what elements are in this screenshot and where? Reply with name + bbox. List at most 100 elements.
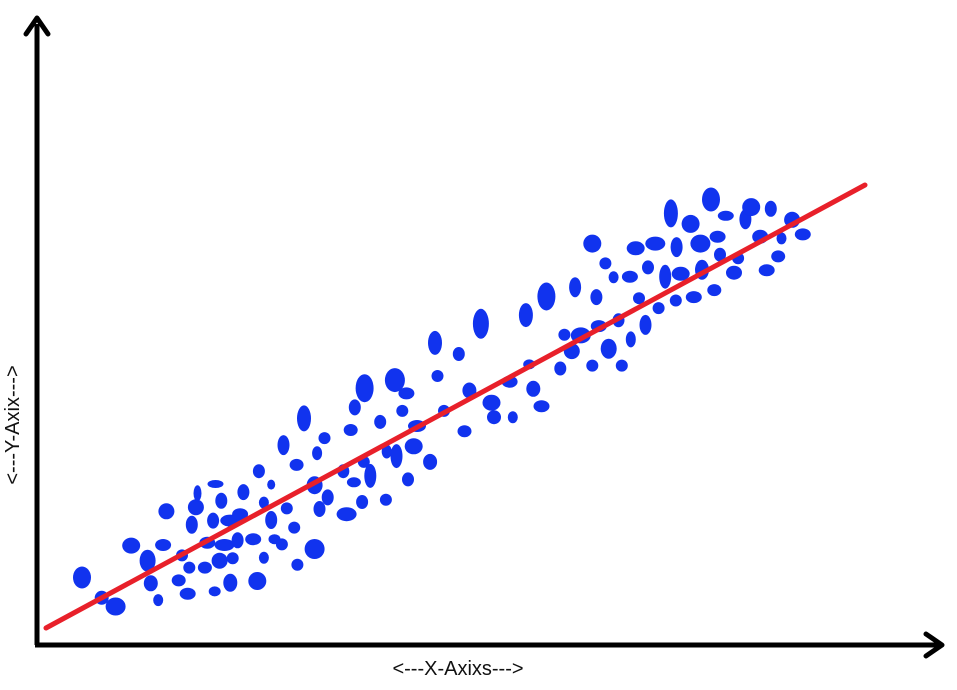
data-point <box>690 235 710 253</box>
data-point <box>718 211 734 221</box>
data-point <box>291 559 303 571</box>
data-point <box>601 339 617 359</box>
data-point <box>374 415 386 429</box>
data-point <box>653 302 665 314</box>
data-point <box>322 489 334 505</box>
data-point <box>356 374 374 402</box>
data-point <box>319 432 331 444</box>
data-point <box>356 495 368 509</box>
data-point <box>380 494 392 506</box>
data-point <box>519 303 533 327</box>
data-point <box>265 511 277 529</box>
data-point <box>305 539 325 559</box>
data-point <box>276 538 288 550</box>
data-point <box>659 265 671 289</box>
data-point <box>248 572 266 590</box>
data-point <box>349 399 361 415</box>
data-point <box>144 575 158 591</box>
data-point <box>232 532 244 548</box>
data-point <box>508 411 518 423</box>
data-point <box>626 331 636 347</box>
data-point <box>405 438 423 454</box>
data-point <box>212 553 228 569</box>
data-point <box>642 260 654 274</box>
data-point <box>590 289 602 305</box>
data-point <box>208 480 224 488</box>
data-point <box>281 502 293 514</box>
data-point <box>153 594 163 606</box>
x-axis-title: <---X-Axixs---> <box>392 658 523 680</box>
data-point <box>278 435 290 455</box>
data-point <box>554 362 566 376</box>
data-point <box>402 472 414 486</box>
y-axis-title: <---Y-Axix---> <box>2 365 24 484</box>
data-point <box>707 284 721 296</box>
data-point <box>609 271 619 283</box>
data-point <box>458 425 472 437</box>
data-point <box>645 237 665 251</box>
data-point <box>765 201 777 217</box>
data-point <box>155 539 171 551</box>
data-point <box>742 198 760 216</box>
data-point <box>726 266 742 280</box>
data-point <box>622 271 638 283</box>
data-point <box>158 503 174 519</box>
data-point <box>314 501 326 517</box>
data-point <box>73 567 91 589</box>
data-point <box>312 446 322 460</box>
data-point <box>398 387 414 399</box>
data-point <box>616 360 628 372</box>
data-point <box>640 315 652 335</box>
data-point <box>209 586 221 596</box>
data-point <box>259 552 269 564</box>
data-point <box>702 188 720 212</box>
data-point <box>245 533 261 545</box>
data-point <box>583 235 601 253</box>
data-point <box>267 480 275 490</box>
data-point <box>569 277 581 297</box>
data-point <box>771 250 785 262</box>
data-point <box>364 464 376 488</box>
data-point <box>215 493 227 509</box>
data-point <box>526 381 540 397</box>
data-point <box>253 464 265 478</box>
data-point <box>288 522 300 534</box>
data-point <box>487 410 501 424</box>
data-point <box>432 370 444 382</box>
data-point <box>599 257 611 269</box>
data-point <box>183 562 195 574</box>
data-point <box>337 507 357 521</box>
trend-line <box>46 185 865 628</box>
data-point <box>106 598 126 616</box>
data-point <box>180 588 196 600</box>
data-point <box>428 331 442 355</box>
data-point <box>423 454 437 470</box>
data-point <box>534 400 550 412</box>
data-point <box>537 283 555 311</box>
data-point <box>194 485 202 501</box>
data-point <box>207 513 219 529</box>
data-point <box>759 264 775 276</box>
data-point <box>473 309 489 339</box>
data-point <box>664 199 678 227</box>
data-point <box>396 405 408 417</box>
data-point <box>795 228 811 240</box>
data-point <box>344 424 358 436</box>
data-point <box>671 237 683 257</box>
data-point <box>186 516 198 534</box>
data-point <box>215 539 235 551</box>
data-point <box>188 499 204 515</box>
data-point <box>453 347 465 361</box>
data-point <box>347 477 361 487</box>
data-point <box>122 538 140 554</box>
data-point <box>627 241 645 255</box>
data-point <box>223 574 237 592</box>
data-point <box>586 360 598 372</box>
data-point <box>391 444 403 468</box>
data-point <box>682 215 700 233</box>
data-point <box>227 552 239 564</box>
data-point <box>297 405 311 431</box>
data-point <box>483 395 501 411</box>
data-point <box>198 562 212 574</box>
data-point <box>670 295 682 307</box>
